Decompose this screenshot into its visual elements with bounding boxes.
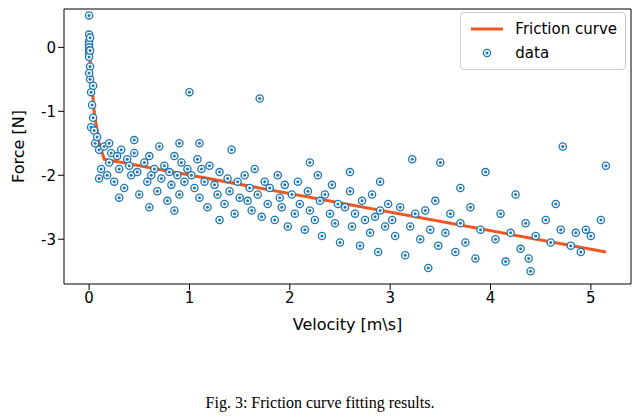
html-text:data: data <box>515 44 550 62</box>
svg-text:2: 2 <box>285 289 295 307</box>
svg-text:0: 0 <box>46 39 56 57</box>
svg-text:Force [N]: Force [N] <box>9 110 28 183</box>
html-text:Fig. 3: Friction curve fitting: Fig. 3: Friction curve fitting results. <box>205 394 435 411</box>
svg-text:-2: -2 <box>41 167 56 185</box>
svg-text:-3: -3 <box>41 231 56 249</box>
svg-text:1: 1 <box>185 289 195 307</box>
svg-text:3: 3 <box>385 289 395 307</box>
svg-text:4: 4 <box>486 289 496 307</box>
svg-text:-1: -1 <box>41 103 56 121</box>
svg-text:0: 0 <box>84 289 94 307</box>
svg-text:Velocity [m\s]: Velocity [m\s] <box>293 315 403 334</box>
html-text:Friction curve: Friction curve <box>515 20 617 38</box>
svg-text:5: 5 <box>586 289 596 307</box>
